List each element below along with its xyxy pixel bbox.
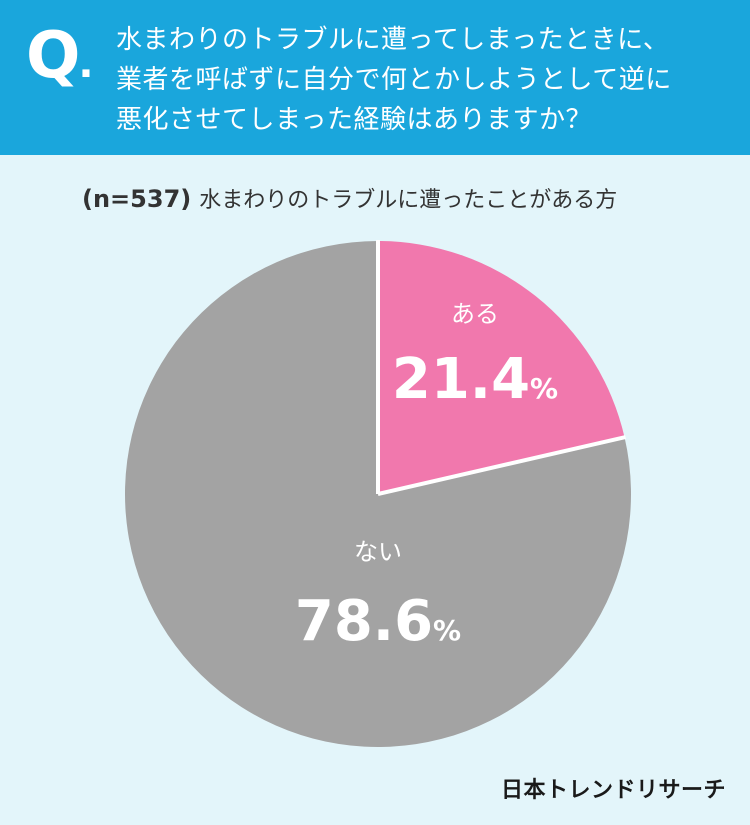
- slice-value-label: 78.6%: [295, 589, 461, 654]
- sample-description: (n=537) 水まわりのトラブルに遭ったことがある方: [82, 182, 617, 214]
- slice-category-label: ある: [451, 300, 499, 328]
- question-line: 悪化させてしまった経験はありますか？: [116, 105, 592, 135]
- sample-size: (n=537): [82, 185, 192, 213]
- question-banner: Q. 水まわりのトラブルに遭ってしまったときに、 業者を呼ばずに自分で何とかしよ…: [0, 0, 750, 155]
- slice-value-label: 21.4%: [392, 347, 558, 412]
- slice-separator: [377, 435, 626, 496]
- question-text: 水まわりのトラブルに遭ってしまったときに、 業者を呼ばずに自分で何とかしようとし…: [116, 20, 736, 140]
- pie-slice-0: [378, 241, 625, 494]
- question-line: 業者を呼ばずに自分で何とかしようとして逆に: [116, 65, 672, 95]
- sample-group: 水まわりのトラブルに遭ったことがある方: [199, 188, 618, 213]
- slice-category-label: ない: [354, 538, 402, 566]
- brand-logo: 日本トレンドリサーチ: [500, 778, 726, 803]
- question-mark: Q.: [26, 19, 94, 93]
- question-line: 水まわりのトラブルに遭ってしまったときに、: [116, 25, 670, 55]
